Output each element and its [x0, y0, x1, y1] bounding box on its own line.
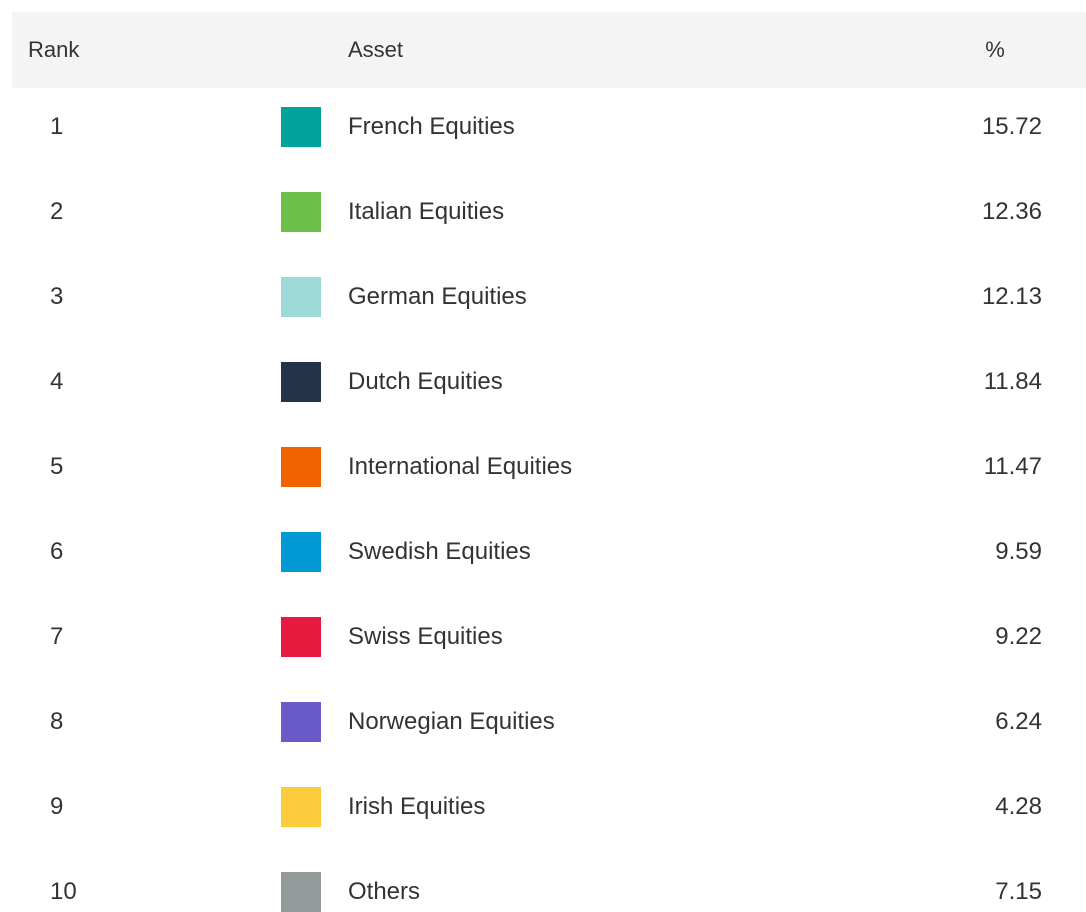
header-asset: Asset: [348, 37, 404, 62]
asset-name: French Equities: [348, 113, 515, 140]
color-swatch: [281, 617, 321, 657]
asset-name: German Equities: [348, 283, 527, 310]
percent: 9.59: [995, 538, 1042, 565]
asset-name: Dutch Equities: [348, 368, 503, 395]
percent: 11.47: [983, 453, 1042, 480]
color-swatch: [281, 362, 321, 402]
percent: 6.24: [995, 708, 1042, 735]
percent: 11.84: [983, 368, 1042, 395]
rank: 5: [50, 453, 64, 480]
percent: 7.15: [995, 878, 1042, 905]
rank: 7: [50, 623, 64, 650]
rank: 3: [50, 283, 64, 310]
color-swatch: [281, 532, 321, 572]
asset-name: Norwegian Equities: [348, 708, 555, 735]
rank: 8: [50, 708, 64, 735]
color-swatch: [281, 192, 321, 232]
percent: 4.28: [995, 793, 1042, 820]
asset-name: Swiss Equities: [348, 623, 503, 650]
percent: 12.13: [981, 283, 1042, 310]
asset-name: Others: [348, 878, 421, 905]
percent: 15.72: [981, 113, 1042, 140]
rank: 10: [50, 878, 77, 905]
header-rank: Rank: [28, 37, 80, 62]
asset-name: International Equities: [348, 453, 573, 480]
percent: 9.22: [995, 623, 1042, 650]
rank: 2: [50, 198, 64, 225]
header-percent: %: [985, 37, 1005, 62]
asset-name: Swedish Equities: [348, 538, 531, 565]
percent: 12.36: [981, 198, 1042, 225]
rank: 4: [50, 368, 64, 395]
asset-name: Irish Equities: [348, 793, 486, 820]
asset-name: Italian Equities: [348, 198, 505, 225]
rank: 6: [50, 538, 64, 565]
color-swatch: [281, 872, 321, 912]
color-swatch: [281, 277, 321, 317]
color-swatch: [281, 787, 321, 827]
rank: 1: [50, 113, 64, 140]
color-swatch: [281, 702, 321, 742]
rank: 9: [50, 793, 64, 820]
table-header: [12, 12, 1086, 88]
color-swatch: [281, 107, 321, 147]
color-swatch: [281, 447, 321, 487]
